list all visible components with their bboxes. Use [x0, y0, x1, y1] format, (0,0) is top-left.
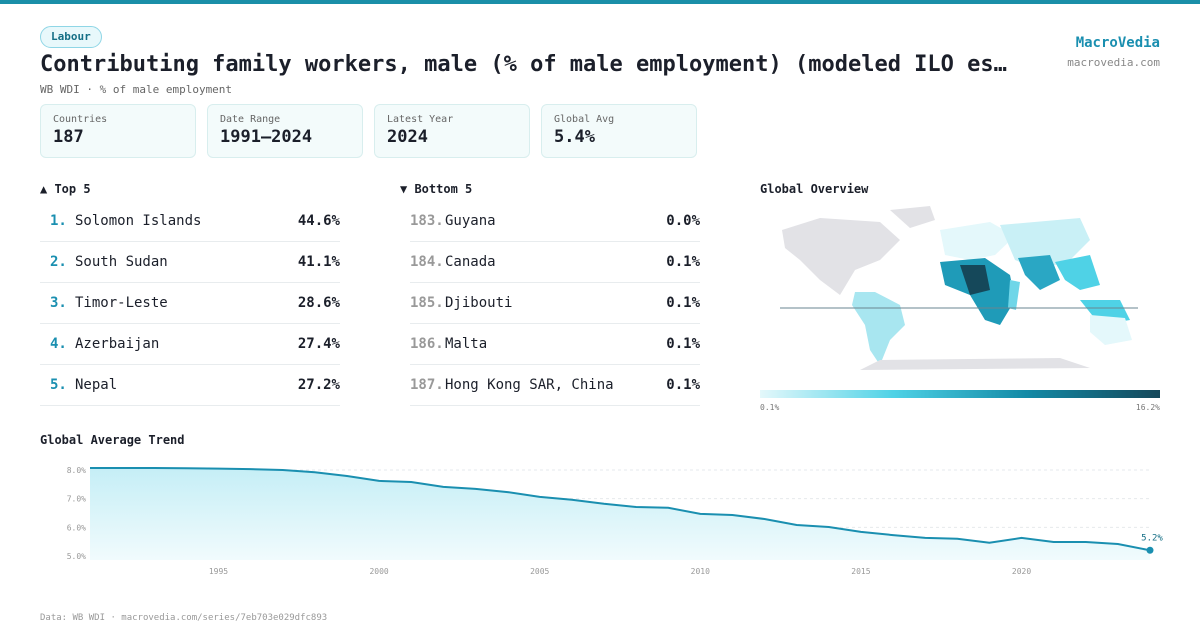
bottom-list: 183. Guyana 0.0% 184. Canada 0.1% 185. Djibouti… [410, 201, 700, 406]
country-name: South Sudan [75, 254, 168, 270]
x-tick-label: 2005 [530, 567, 549, 576]
rank-row: 186. Malta 0.1% [410, 324, 700, 365]
stat-value: 5.4% [554, 127, 595, 147]
brand[interactable]: MacroVedia [1075, 35, 1160, 51]
stat-label: Date Range [220, 114, 281, 125]
footer: Data: WB WDI · macrovedia.com/series/7eb… [40, 613, 328, 623]
site-url[interactable]: macrovedia.com [1067, 56, 1160, 69]
rank-row: 2. South Sudan 41.1% [40, 242, 340, 283]
country-name: Solomon Islands [75, 213, 202, 229]
trend-chart: 5.0% 6.0% 7.0% 8.0% 1995 2000 2005 2010 2015 2020… [67, 466, 1164, 576]
country-value: 0.1% [666, 336, 700, 352]
rank-number: 185. [410, 295, 444, 311]
x-tick-label: 2020 [1012, 567, 1031, 576]
top-list: 1. Solomon Islands 44.6% 2. South Sudan 41.1%… [40, 201, 340, 406]
country-value: 0.0% [666, 213, 700, 229]
y-tick-label: 8.0% [67, 466, 86, 475]
country-value: 0.1% [666, 254, 700, 270]
end-point [1146, 546, 1154, 554]
country-name: Timor-Leste [75, 295, 168, 311]
rank-row: 187. Hong Kong SAR, China 0.1% [410, 365, 700, 406]
rank-number: 5. [50, 377, 67, 393]
rank-row: 5. Nepal 27.2% [40, 365, 340, 406]
stat-card: Latest Year 2024 [374, 104, 530, 158]
country-name: Canada [445, 254, 496, 270]
country-value: 0.1% [666, 295, 700, 311]
x-tick-label: 2015 [851, 567, 870, 576]
x-tick-label: 2000 [369, 567, 388, 576]
scale-max: 16.2% [1136, 403, 1160, 412]
rank-number: 187. [410, 377, 444, 393]
rank-row: 4. Azerbaijan 27.4% [40, 324, 340, 365]
map-title: Global Overview [760, 182, 869, 196]
country-name: Guyana [445, 213, 496, 229]
y-tick-label: 7.0% [67, 495, 86, 504]
stat-card: Global Avg 5.4% [541, 104, 697, 158]
rank-row: 3. Timor-Leste 28.6% [40, 283, 340, 324]
category-badge[interactable]: Labour [40, 26, 102, 48]
stat-label: Countries [53, 114, 108, 125]
scale-min: 0.1% [760, 403, 779, 412]
value-label: 5.2% [1141, 533, 1163, 543]
x-tick-label: 2010 [691, 567, 710, 576]
top-title: ▲ Top 5 [40, 182, 91, 196]
trend-line [90, 467, 1151, 552]
country-name: Djibouti [445, 295, 513, 311]
trend-area [90, 468, 1150, 560]
stat-value: 1991–2024 [220, 127, 313, 147]
chart-title: Global Average Trend [40, 433, 185, 447]
country-name: Hong Kong SAR, China [445, 377, 614, 393]
color-scale [760, 390, 1160, 398]
country-value: 28.6% [297, 295, 340, 311]
country-name: Azerbaijan [75, 336, 160, 352]
country-name: Nepal [75, 377, 118, 393]
country-value: 44.6% [297, 213, 340, 229]
y-tick-label: 5.0% [67, 552, 86, 561]
rank-row: 1. Solomon Islands 44.6% [40, 201, 340, 242]
stat-value: 187 [53, 127, 84, 147]
rank-number: 186. [410, 336, 444, 352]
subtitle: WB WDI · % of male employment [40, 83, 233, 96]
world-map: 0.1% 16.2% [760, 206, 1160, 412]
stat-label: Latest Year [387, 114, 454, 125]
country-value: 27.4% [297, 336, 340, 352]
rank-number: 184. [410, 254, 444, 270]
country-value: 41.1% [297, 254, 340, 270]
rank-row: 184. Canada 0.1% [410, 242, 700, 283]
country-name: Malta [445, 336, 488, 352]
rank-number: 3. [50, 295, 67, 311]
stat-value: 2024 [387, 127, 428, 147]
country-value: 27.2% [297, 377, 340, 393]
stat-card: Countries 187 [40, 104, 196, 158]
rank-number: 2. [50, 254, 67, 270]
rank-row: 183. Guyana 0.0% [410, 201, 700, 242]
rank-number: 183. [410, 213, 444, 229]
stat-label: Global Avg [554, 114, 615, 125]
rank-number: 1. [50, 213, 67, 229]
stat-card: Date Range 1991–2024 [207, 104, 363, 158]
rank-number: 4. [50, 336, 67, 352]
top-bar [0, 0, 1200, 4]
y-tick-label: 6.0% [67, 523, 86, 532]
bottom-title: ▼ Bottom 5 [400, 182, 473, 196]
map-shapes [782, 206, 1132, 370]
x-tick-label: 1995 [209, 567, 228, 576]
page-title: Contributing family workers, male (% of … [40, 52, 1007, 77]
rank-row: 185. Djibouti 0.1% [410, 283, 700, 324]
country-value: 0.1% [666, 377, 700, 393]
